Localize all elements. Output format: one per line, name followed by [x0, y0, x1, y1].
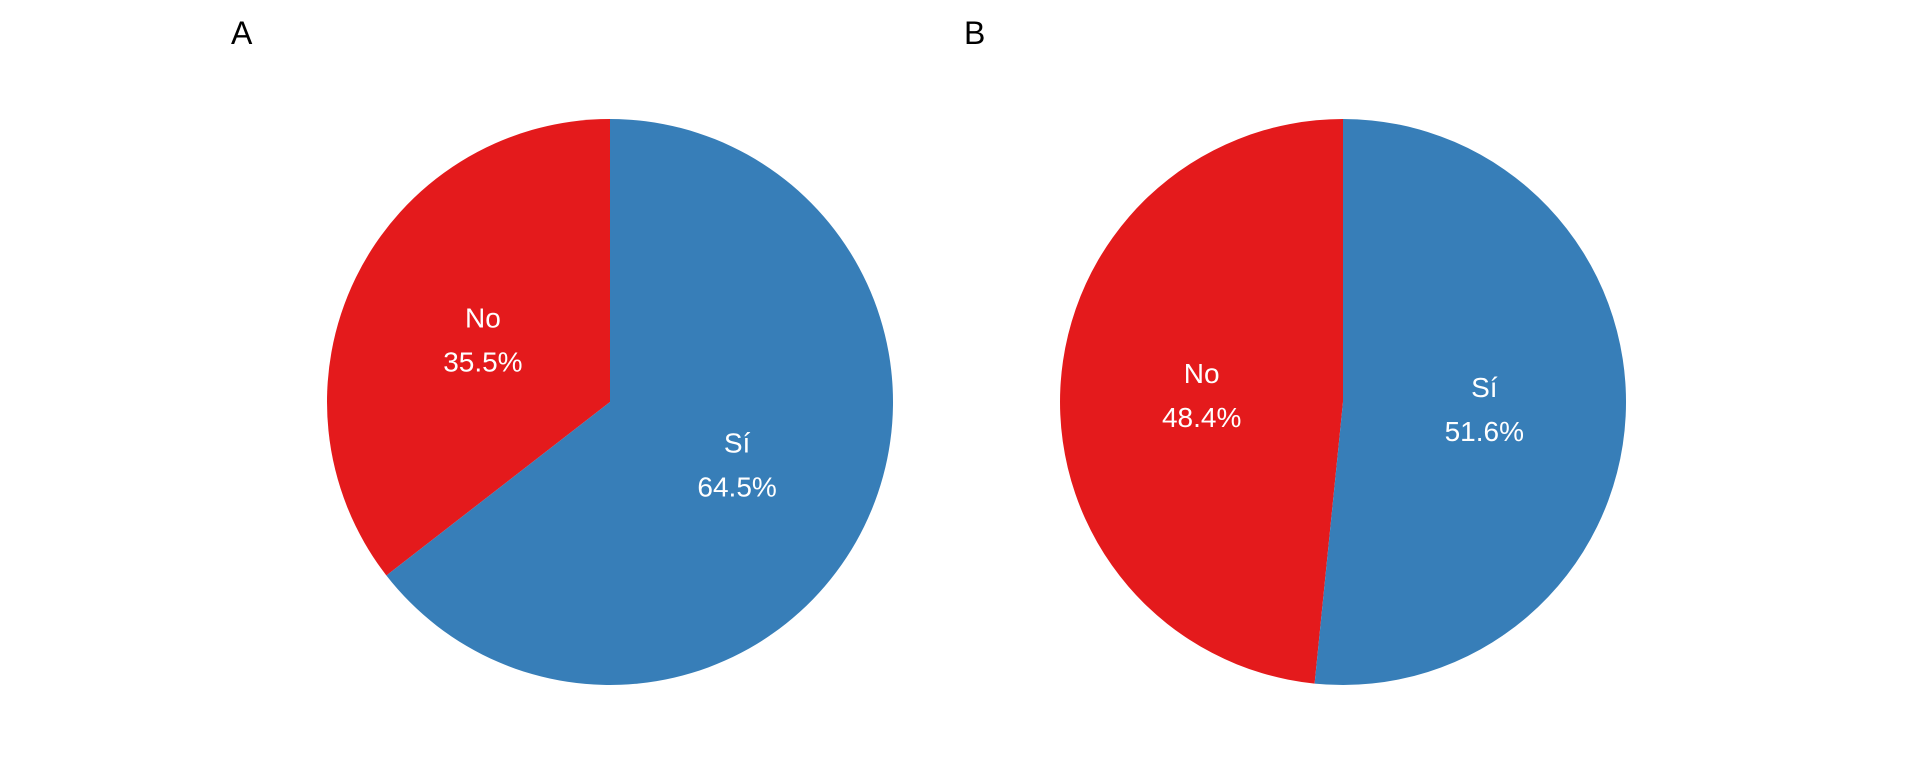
pie-a-labels: No 35.5% Sí 64.5%	[443, 303, 777, 503]
pie-a-label-no-category: No	[465, 303, 501, 334]
pie-b-slice-no	[1060, 119, 1343, 684]
pie-a-label-no-percent: 35.5%	[443, 347, 522, 378]
panel-tag-a: A	[231, 15, 253, 51]
pie-b-label-si-percent: 51.6%	[1445, 416, 1524, 447]
pie-b-label-no-percent: 48.4%	[1162, 402, 1241, 433]
pie-panel-a: A No 35.5% Sí 64.5%	[231, 15, 894, 686]
pie-a-label-si-percent: 64.5%	[697, 471, 776, 502]
pie-panel-b: B No 48.4% Sí 51.6%	[964, 15, 1627, 685]
pie-b-label-si-category: Sí	[1471, 372, 1498, 403]
pie-a-slices	[327, 119, 894, 686]
pie-b-slices	[1060, 118, 1627, 685]
pie-a-slice-no	[327, 119, 610, 576]
pie-a-slice-si	[386, 119, 894, 686]
pie-b-labels: No 48.4% Sí 51.6%	[1162, 358, 1524, 447]
pie-b-label-no-category: No	[1184, 358, 1220, 389]
panel-tag-b: B	[964, 15, 985, 51]
pie-b-slice-si	[1314, 118, 1627, 685]
pie-a-label-si-category: Sí	[724, 427, 751, 458]
